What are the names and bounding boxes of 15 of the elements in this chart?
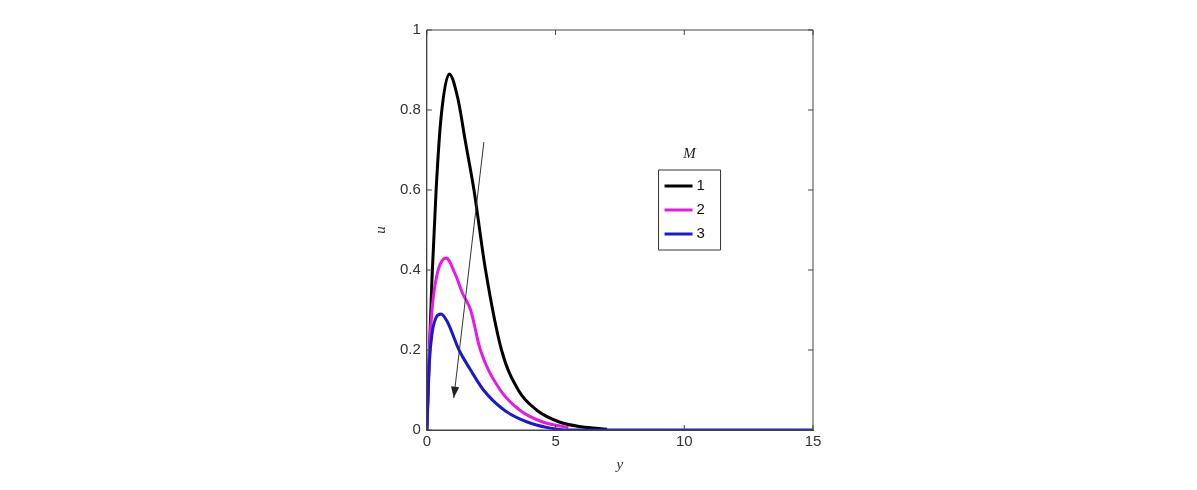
y-tick-label: 0.4	[399, 260, 421, 278]
y-tick-label: 0.8	[399, 100, 421, 118]
legend-label: 2	[696, 200, 705, 218]
x-axis-title: y	[614, 455, 624, 472]
legend-title: M	[682, 145, 698, 162]
legend-label: 3	[696, 224, 705, 242]
legend-label: 1	[696, 176, 705, 194]
y-axis-title: u	[371, 226, 388, 234]
y-tick-label: 0.6	[399, 180, 421, 198]
y-tick-label: 0	[412, 420, 421, 438]
y-tick-label: 1	[412, 20, 421, 38]
x-tick-label: 5	[551, 432, 560, 450]
x-tick-label: 10	[675, 432, 693, 450]
x-tick-label: 15	[804, 432, 822, 450]
y-tick-label: 0.2	[399, 340, 421, 358]
